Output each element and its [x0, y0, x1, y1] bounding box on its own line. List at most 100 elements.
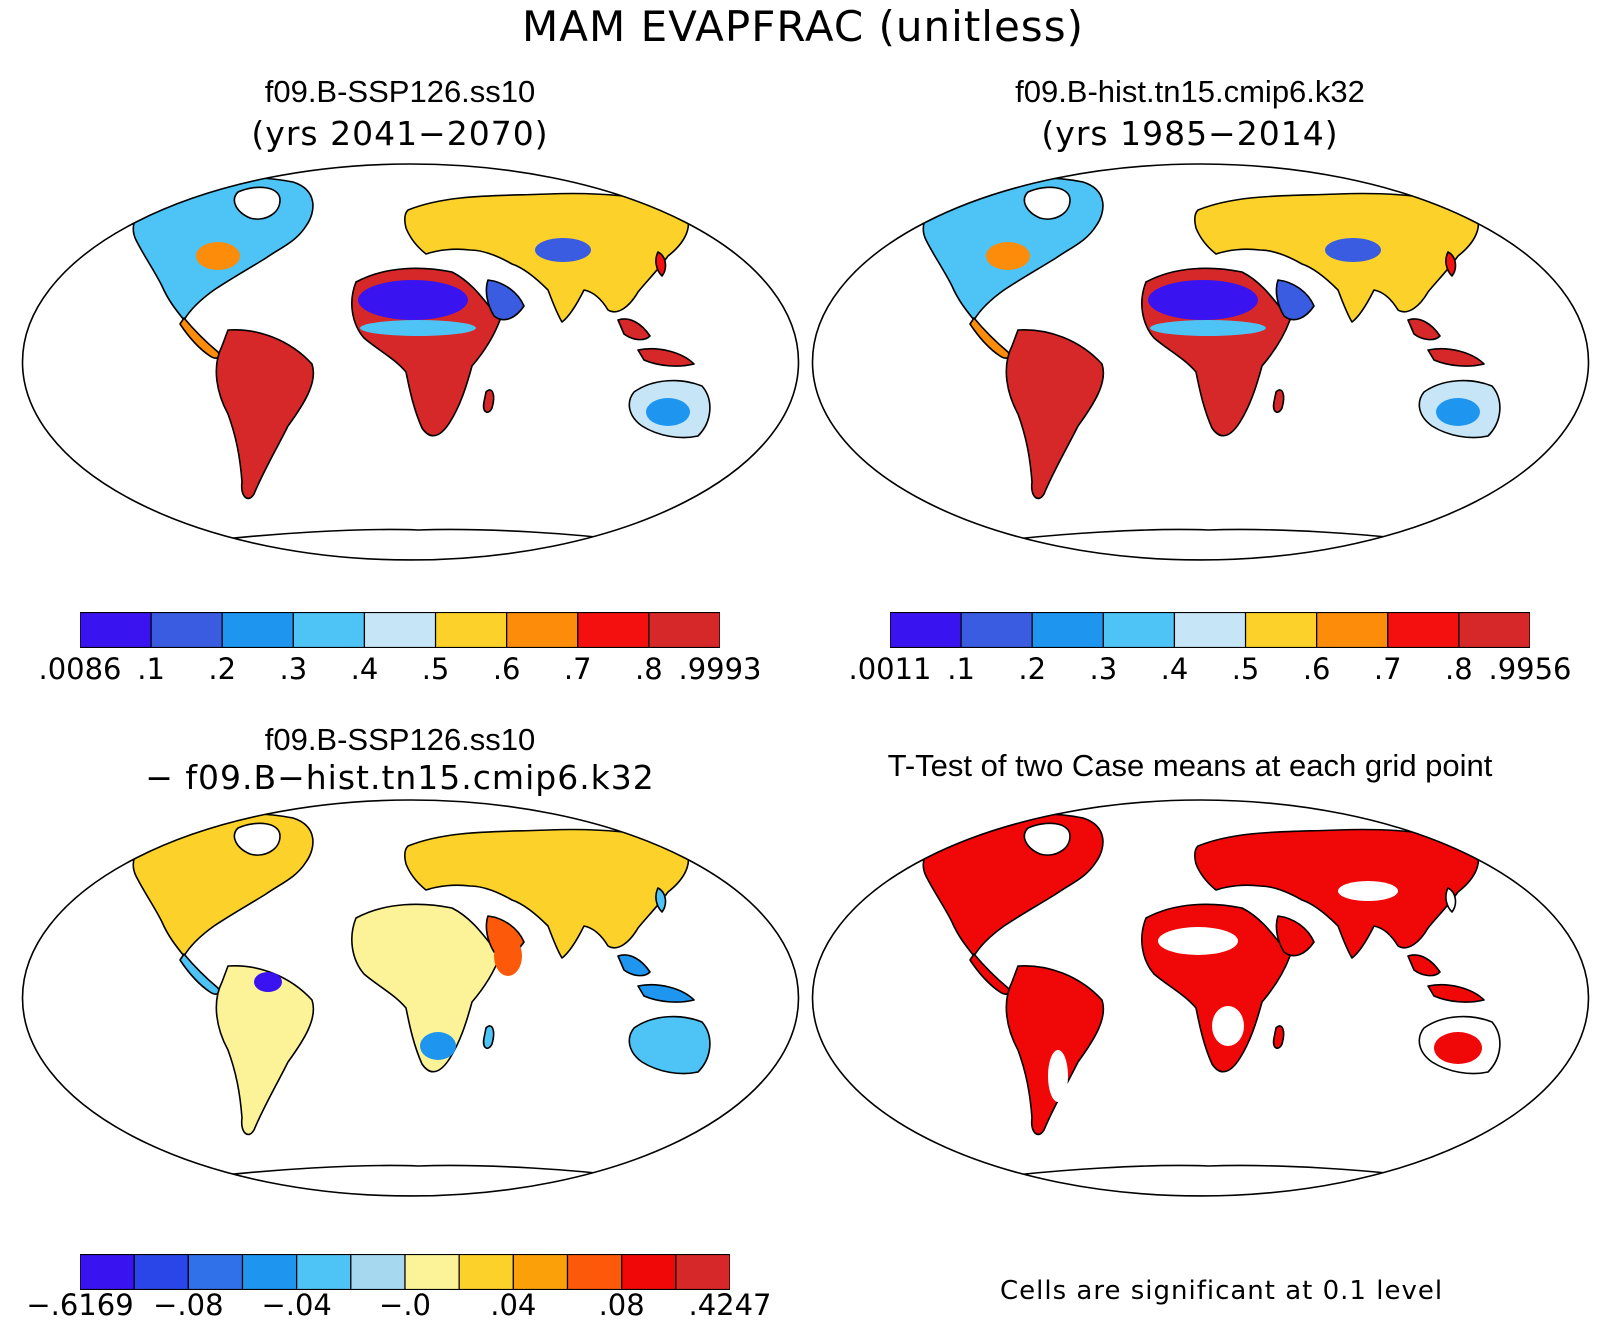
landmass-seAsia [617, 318, 695, 367]
field-patch [1150, 320, 1266, 336]
colorbar-label: −.04 [261, 1288, 332, 1322]
colorbar-label: .6 [1302, 652, 1331, 686]
colorbar-box [296, 1254, 352, 1290]
colorbar-label: .5 [421, 652, 450, 686]
colorbar-panel3 [80, 1254, 730, 1290]
colorbar-label: .8 [1445, 652, 1473, 686]
field-patch [1338, 881, 1398, 901]
landmass-madagascar [482, 389, 495, 414]
colorbar-box [512, 1254, 569, 1290]
colorbar-box [241, 1254, 298, 1290]
field-patch [1148, 280, 1258, 320]
landmass-japan [655, 251, 667, 277]
panel2-subtitle: (yrs 1985−2014) [1041, 114, 1339, 153]
colorbar-label: −.08 [153, 1288, 224, 1322]
colorbar-box [187, 1254, 244, 1290]
colorbar-panel1-labels: .0086 .1 .2 .3 .4 .5 .6 .7 .8 .9993 [38, 652, 761, 688]
landmass-arabia [1275, 915, 1315, 957]
landmass-japan [655, 887, 667, 913]
colorbar-box [506, 612, 579, 648]
field-patch [420, 1032, 456, 1060]
map-boundary [811, 799, 1590, 1197]
landmass-madagascar [1272, 1025, 1285, 1050]
colorbar-box [1173, 612, 1247, 648]
colorbar-label: .04 [490, 1288, 537, 1322]
landmass-southAmerica [215, 965, 315, 1136]
landmass-seAsia [1407, 954, 1485, 1003]
colorbar-label: .1 [137, 652, 165, 686]
colorbar-label: .0086 [38, 652, 122, 686]
field-patch [494, 936, 522, 976]
field-patch [360, 320, 476, 336]
colorbar-box [292, 612, 366, 648]
colorbar-box [1387, 612, 1460, 648]
landmass-greenland [233, 186, 281, 220]
colorbar-box [621, 1254, 677, 1290]
colorbar-label: .4247 [688, 1288, 772, 1322]
map-boundary [21, 163, 800, 561]
field-patch [535, 238, 591, 262]
colorbar-box [1244, 612, 1318, 648]
colorbar-box [1316, 612, 1389, 648]
colorbar-box [1031, 612, 1104, 648]
colorbar-label: .08 [598, 1288, 645, 1322]
landmass-japan [1445, 887, 1457, 913]
map-boundary [811, 163, 1590, 561]
map-panel4 [811, 799, 1590, 1197]
main-title: MAM EVAPFRAC (unitless) [522, 2, 1084, 51]
landmass-greenland [1023, 186, 1071, 220]
landmass-seAsia [617, 954, 695, 1003]
colorbar-label: .7 [1373, 652, 1402, 686]
field-patch [646, 398, 690, 426]
field-patch [1212, 1006, 1244, 1046]
colorbar-panel3-labels: −.6169 −.08 −.04 −.0 .04 .08 .4247 [26, 1288, 771, 1324]
field-patch [986, 242, 1030, 270]
colorbar-box [675, 1254, 730, 1290]
field-patch [1434, 1032, 1482, 1064]
map-panel3 [21, 799, 800, 1197]
map-panel1 [21, 163, 800, 561]
colorbar-label: .0011 [848, 652, 932, 686]
landmass-seAsia [1407, 318, 1485, 367]
panel4-title: T-Test of two Case means at each grid po… [887, 748, 1493, 783]
colorbar-box [960, 612, 1033, 648]
significance-note: Cells are significant at 0.1 level [1000, 1276, 1444, 1306]
colorbar-box [577, 612, 650, 648]
panel2-title: f09.B-hist.tn15.cmip6.k32 [1015, 74, 1365, 109]
colorbar-box [1458, 612, 1530, 648]
colorbar-panel2 [890, 612, 1530, 648]
landmass-southAmerica [1005, 965, 1105, 1136]
panel3-subtitle: − f09.B−hist.tn15.cmip6.k32 [145, 758, 655, 797]
colorbar-box [434, 612, 508, 648]
colorbar-panel2-labels: .0011 .1 .2 .3 .4 .5 .6 .7 .8 .9956 [848, 652, 1571, 688]
field-patch [358, 280, 468, 320]
landmass-southAmerica [215, 329, 315, 500]
panel3-title: f09.B-SSP126.ss10 [264, 722, 536, 757]
colorbar-label: .9993 [678, 652, 762, 686]
colorbar-box [350, 1254, 406, 1290]
field-patch [1048, 1050, 1068, 1102]
colorbar-label: .9956 [1488, 652, 1572, 686]
colorbar-box [80, 1254, 135, 1290]
colorbar-label: .5 [1231, 652, 1260, 686]
colorbar-box [1102, 612, 1176, 648]
colorbar-box [150, 612, 223, 648]
landmass-southAmerica [1005, 329, 1105, 500]
colorbar-box [80, 612, 152, 648]
colorbar-box [133, 1254, 189, 1290]
field-patch [254, 972, 282, 992]
landmass-madagascar [482, 1025, 495, 1050]
colorbar-box [890, 612, 962, 648]
colorbar-label: .3 [279, 652, 308, 686]
colorbar-panel1 [80, 612, 720, 648]
landmass-japan [1445, 251, 1457, 277]
map-boundary [21, 799, 800, 1197]
landmass-australia [628, 1015, 711, 1075]
colorbar-label: .7 [563, 652, 592, 686]
field-patch [1436, 398, 1480, 426]
field-patch [196, 242, 240, 270]
colorbar-box [221, 612, 294, 648]
colorbar-label: .4 [350, 652, 379, 686]
colorbar-label: −.6169 [26, 1288, 134, 1322]
landmass-arabia [1275, 279, 1315, 321]
